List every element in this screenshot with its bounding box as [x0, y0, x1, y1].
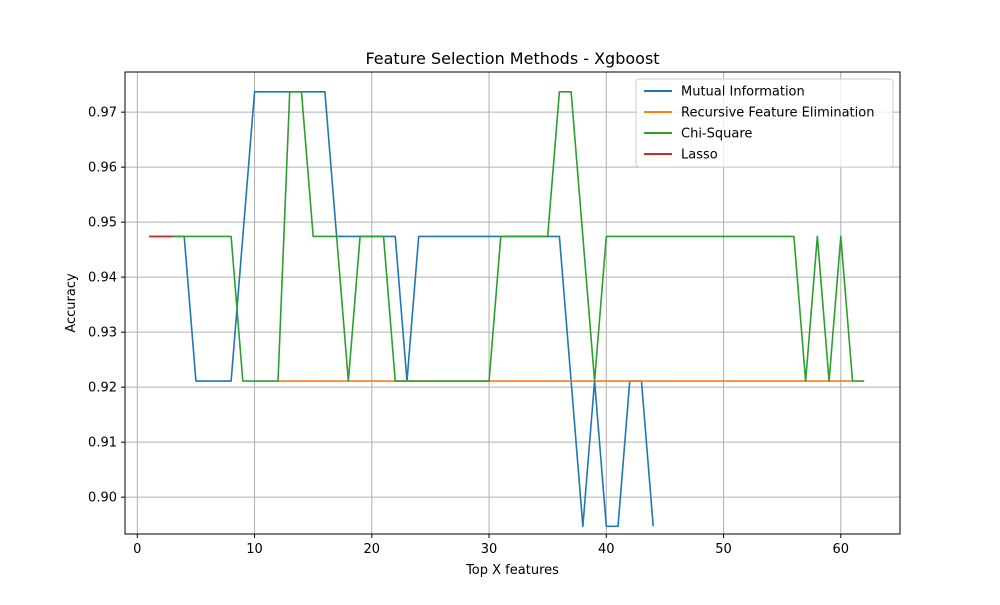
grid [125, 72, 900, 534]
legend: Mutual Information Recursive Feature Elim… [635, 78, 894, 168]
x-tick-label: 50 [715, 542, 732, 557]
y-tick-label: 0.90 [88, 491, 117, 506]
y-axis-label: Accuracy [64, 273, 79, 333]
legend-label-lasso: Lasso [681, 148, 718, 163]
y-tick-label: 0.96 [88, 161, 117, 176]
y-tick-label: 0.93 [88, 326, 117, 341]
legend-box [635, 78, 894, 168]
legend-label-chi-square: Chi-Square [681, 127, 752, 142]
x-tick-label: 20 [364, 542, 381, 557]
y-axis-ticks: 0.90 0.91 0.92 0.93 0.94 0.95 0.96 0.97 [88, 106, 125, 506]
y-tick-label: 0.92 [88, 381, 117, 396]
x-tick-label: 30 [481, 542, 498, 557]
x-tick-label: 40 [598, 542, 615, 557]
legend-label-mutual-information: Mutual Information [681, 85, 805, 100]
y-tick-label: 0.97 [88, 106, 117, 121]
y-tick-label: 0.95 [88, 216, 117, 231]
series-line-chi-square [172, 91, 865, 382]
x-tick-label: 0 [133, 542, 141, 557]
series-line-mutual-information [149, 91, 654, 528]
legend-label-recursive-feature-elimination: Recursive Feature Elimination [681, 106, 874, 121]
series-lines [149, 91, 865, 528]
chart-title: Feature Selection Methods - Xgboost [365, 49, 659, 68]
x-axis-label: Top X features [465, 563, 559, 578]
y-tick-label: 0.94 [88, 271, 117, 286]
y-tick-label: 0.91 [88, 436, 117, 451]
x-tick-label: 10 [246, 542, 263, 557]
x-axis-ticks: 0 10 20 30 40 50 60 [133, 534, 849, 557]
plot-frame [124, 71, 901, 535]
x-tick-label: 60 [833, 542, 850, 557]
